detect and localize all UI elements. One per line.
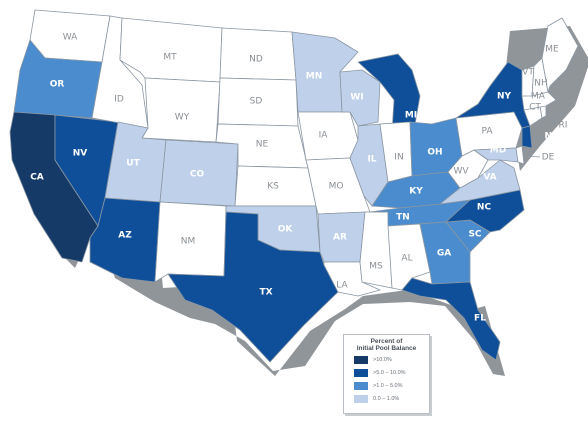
legend: Percent of Initial Pool Balance >10.0% >…	[343, 334, 430, 414]
label-WI: WI	[350, 93, 363, 103]
state-MT	[119, 17, 223, 83]
state-MD	[473, 147, 519, 163]
label-IA: IA	[319, 131, 329, 141]
legend-item: >1.0 – 5.0%	[354, 380, 429, 391]
label-OR: OR	[50, 80, 65, 90]
label-VT: VT	[522, 68, 534, 78]
label-TN: TN	[396, 213, 410, 223]
label-IN: IN	[394, 153, 403, 163]
state-IA	[297, 111, 359, 161]
label-MS: MS	[369, 262, 383, 272]
label-WA: WA	[63, 33, 78, 43]
label-AZ: AZ	[118, 231, 132, 241]
label-KS: KS	[267, 182, 279, 192]
legend-swatch	[354, 355, 368, 364]
label-WY: WY	[175, 113, 190, 123]
state-TX	[167, 211, 339, 363]
label-MA: MA	[531, 92, 546, 102]
label-NJ: NJ	[545, 132, 556, 142]
label-GA: GA	[437, 249, 451, 259]
label-SC: SC	[468, 230, 481, 240]
label-IL: IL	[367, 155, 376, 165]
label-AL: AL	[401, 254, 412, 264]
label-MO: MO	[329, 182, 344, 192]
legend-label: >10.0%	[373, 356, 392, 363]
legend-swatch	[354, 394, 368, 403]
legend-swatch	[354, 368, 368, 377]
label-MN: MN	[306, 72, 323, 82]
state-DE	[515, 145, 525, 165]
state-WY	[141, 77, 221, 143]
legend-label: 0.0 – 1.0%	[373, 395, 400, 402]
label-ND: ND	[249, 55, 263, 65]
label-PA: PA	[481, 127, 493, 137]
legend-label: >1.0 – 5.0%	[373, 382, 403, 389]
state-WI	[339, 69, 381, 127]
legend-swatch	[354, 381, 368, 390]
legend-title-line2: Initial Pool Balance	[356, 345, 417, 352]
label-AR: AR	[333, 233, 347, 243]
label-RI: RI	[559, 121, 568, 131]
label-NC: NC	[477, 203, 492, 213]
label-VA: VA	[483, 173, 496, 183]
state-labels: WA OR CA NV ID MT WY UT AZ CO NM ND SD N…	[30, 33, 567, 324]
label-ME: ME	[545, 45, 559, 55]
label-NV: NV	[73, 149, 88, 159]
label-CO: CO	[190, 170, 205, 180]
label-MD: MD	[490, 146, 506, 156]
states-layer	[9, 9, 579, 363]
label-WV: WV	[453, 167, 469, 177]
label-NH: NH	[534, 79, 548, 89]
legend-item: 0.0 – 1.0%	[354, 393, 429, 404]
label-CA: CA	[30, 173, 44, 183]
label-DE: DE	[542, 153, 555, 163]
legend-item: >5.0 – 10.0%	[354, 367, 429, 378]
state-FL	[401, 277, 501, 361]
leader-lines	[523, 111, 558, 158]
label-TX: TX	[259, 288, 272, 298]
label-UT: UT	[126, 159, 140, 169]
label-NE: NE	[256, 140, 269, 150]
state-ME	[541, 17, 579, 93]
legend-items: >10.0% >5.0 – 10.0% >1.0 – 5.0% 0.0 – 1.…	[344, 354, 429, 404]
label-SD: SD	[250, 97, 263, 107]
label-NM: NM	[181, 237, 196, 247]
state-NJ	[521, 125, 533, 149]
label-FL: FL	[474, 314, 486, 324]
legend-title-line1: Percent of	[370, 338, 403, 345]
legend-label: >5.0 – 10.0%	[373, 369, 406, 376]
label-LA: LA	[336, 281, 348, 291]
label-MT: MT	[163, 53, 177, 63]
label-CT: CT	[529, 103, 541, 113]
label-ID: ID	[114, 95, 124, 105]
label-MI: MI	[405, 111, 417, 121]
label-OK: OK	[278, 225, 294, 235]
label-OH: OH	[427, 148, 442, 158]
state-MS	[359, 211, 393, 289]
legend-item: >10.0%	[354, 354, 429, 365]
label-NY: NY	[497, 92, 512, 102]
label-KY: KY	[409, 187, 423, 197]
